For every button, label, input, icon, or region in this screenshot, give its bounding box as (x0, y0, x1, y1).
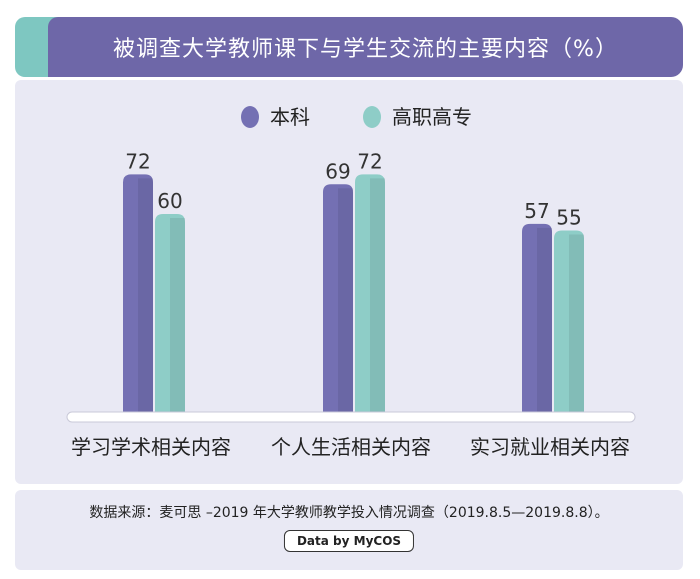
bar (522, 223, 552, 412)
legend-marker-1 (241, 106, 259, 128)
data-label: 69 (325, 159, 350, 183)
bar-chart: 本科 高职高专 72 60 69 72 57 55 学习学术相关内容 个人生活相关内容 实习就业相关… (66, 105, 636, 459)
legend-marker-2 (363, 106, 381, 128)
x-tick-label: 实习就业相关内容 (470, 435, 630, 459)
bar-fill (123, 174, 153, 412)
bar (554, 230, 584, 412)
mycos-logo: Data by MyCOS (283, 530, 415, 552)
bar (155, 214, 185, 412)
bar-fill (323, 184, 353, 412)
data-label: 55 (556, 206, 581, 230)
bar-fill (554, 230, 584, 412)
bar-fill (155, 214, 185, 412)
chart-title-banner: 被调查大学教师课下与学生交流的主要内容（%） (15, 17, 683, 77)
bar (323, 184, 353, 412)
bar (355, 174, 385, 412)
bar-shade (170, 218, 185, 412)
data-label: 60 (157, 189, 182, 213)
data-label: 72 (357, 149, 382, 173)
bar-shade (338, 188, 353, 412)
legend-label-1: 本科 (270, 105, 310, 129)
bar-shade (569, 234, 584, 412)
x-tick-label: 个人生活相关内容 (271, 435, 431, 459)
source-footer: 数据来源：麦可思 –2019 年大学教师教学投入情况调查（2019.8.5—20… (15, 490, 683, 570)
bar-shade (370, 178, 385, 412)
bar (123, 174, 153, 412)
bar-shade (138, 178, 153, 412)
bar-shade (537, 227, 552, 412)
legend-label-2: 高职高专 (392, 105, 472, 129)
source-text: 数据来源：麦可思 –2019 年大学教师教学投入情况调查（2019.8.5—20… (89, 505, 609, 521)
x-axis-baseline (66, 411, 636, 423)
bar-fill (355, 174, 385, 412)
data-label: 57 (524, 199, 549, 223)
chart-title: 被调查大学教师课下与学生交流的主要内容（%） (48, 17, 683, 77)
data-label: 72 (125, 149, 150, 173)
x-tick-label: 学习学术相关内容 (71, 435, 231, 459)
bar-fill (522, 223, 552, 412)
chart-panel: 本科 高职高专 72 60 69 72 57 55 学习学术相关内容 个人生活相关内容 实习就业相关… (15, 80, 683, 484)
